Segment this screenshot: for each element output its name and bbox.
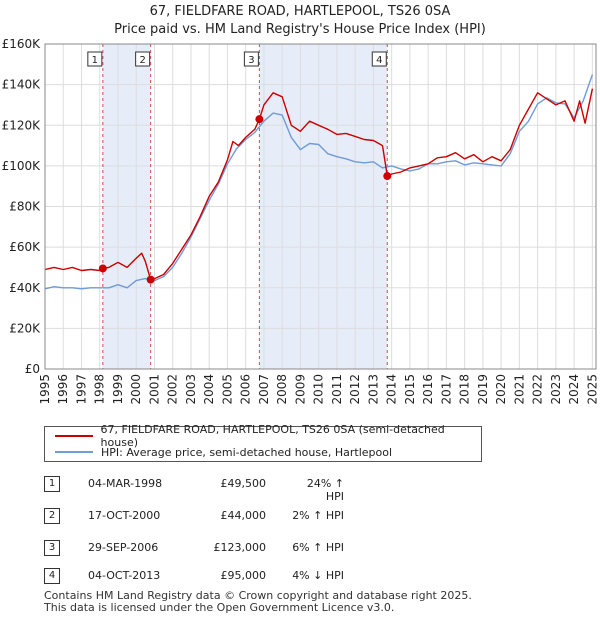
x-tick-label: 2000 <box>129 374 143 405</box>
x-tick-label: 2015 <box>403 374 417 405</box>
y-tick-label: £140K <box>2 78 42 92</box>
x-tick-label: 2024 <box>567 374 581 405</box>
legend-swatch-hpi <box>55 451 93 453</box>
transaction-date: 04-OCT-2013 <box>88 569 161 582</box>
sale-label: 2 <box>139 55 145 66</box>
sale-label-box <box>87 51 103 67</box>
transaction-date: 17-OCT-2000 <box>88 509 161 522</box>
y-tick-label: £100K <box>2 159 42 173</box>
y-tick-label: £40K <box>9 281 41 295</box>
transaction-price: £49,500 <box>220 477 267 490</box>
sale-label-box <box>135 51 151 67</box>
transaction-price: £123,000 <box>213 541 267 554</box>
x-tick-label: 1999 <box>111 374 125 405</box>
x-tick-label: 1997 <box>74 374 88 405</box>
x-tick-label: 2022 <box>531 374 545 405</box>
price-chart: £0 £20K £40K £60K £80K £100K £120K £140K £160K 19… <box>2 37 600 405</box>
x-tick-label: 1995 <box>38 374 52 405</box>
legend-item-property: 67, FIELDFARE ROAD, HARTLEPOOL, TS26 0SA… <box>55 423 481 449</box>
y-tick-label: £160K <box>2 37 42 51</box>
sale-label: 3 <box>248 55 254 66</box>
x-tick-label: 2021 <box>512 374 526 405</box>
transaction-price: £44,000 <box>220 509 267 522</box>
x-tick-label: 2011 <box>330 374 344 405</box>
series-line-property <box>44 88 594 281</box>
x-tick-label: 2020 <box>494 374 508 405</box>
series-line-hpi <box>44 74 594 290</box>
transaction-price: £95,000 <box>220 569 267 582</box>
transaction-row: 4 04-OCT-2013 £95,000 4% ↓ HPI <box>44 566 384 588</box>
transaction-row: 2 17-OCT-2000 £44,000 2% ↑ HPI <box>44 506 384 528</box>
x-tick-label: 2001 <box>147 374 161 405</box>
chart-subtitle: Price paid vs. HM Land Registry's House … <box>114 22 486 37</box>
x-tick-label: 2010 <box>312 374 326 405</box>
y-tick-label: £20K <box>9 321 41 335</box>
legend: 67, FIELDFARE ROAD, HARTLEPOOL, TS26 0SA… <box>44 423 482 462</box>
y-tick-label: £80K <box>9 200 41 214</box>
sale-point <box>146 275 155 284</box>
x-tick-label: 2014 <box>385 374 399 405</box>
x-tick-label: 1998 <box>93 374 107 405</box>
transaction-row: 1 04-MAR-1998 £49,500 24% ↑ HPI <box>44 474 384 503</box>
legend-item-hpi: HPI: Average price, semi-detached house,… <box>55 444 392 460</box>
transaction-row: 3 29-SEP-2006 £123,000 6% ↑ HPI <box>44 538 384 560</box>
transaction-number: 1 <box>44 476 60 492</box>
transaction-hpi-diff: 4% ↓ HPI <box>292 569 344 582</box>
x-tick-label: 2019 <box>476 374 490 405</box>
x-tick-label: 2004 <box>202 374 216 405</box>
plot-frame <box>44 43 597 370</box>
transaction-hpi-diff: 2% ↑ HPI <box>292 509 344 522</box>
sale-label-box <box>371 51 387 67</box>
x-tick-label: 2009 <box>293 374 307 405</box>
sale-point <box>98 264 107 273</box>
legend-label-property: 67, FIELDFARE ROAD, HARTLEPOOL, TS26 0SA… <box>100 423 445 449</box>
x-tick-label: 2003 <box>184 374 198 405</box>
x-tick-label: 2002 <box>166 374 180 405</box>
transaction-hpi-diff: 24% ↑ HPI <box>306 477 344 503</box>
x-tick-label: 2016 <box>421 374 435 405</box>
sale-label: 1 <box>92 55 98 66</box>
sale-label: 4 <box>376 55 382 66</box>
y-tick-label: £0 <box>25 362 40 376</box>
sale-point <box>383 172 392 181</box>
legend-label-hpi: HPI: Average price, semi-detached house,… <box>101 445 393 459</box>
x-tick-label: 2018 <box>458 374 472 405</box>
x-tick-label: 2008 <box>275 374 289 405</box>
sale-label-box <box>243 51 259 67</box>
transaction-hpi-diff: 6% ↑ HPI <box>292 541 344 554</box>
x-tick-label: 2007 <box>257 374 271 405</box>
legend-swatch-property <box>55 435 93 437</box>
x-tick-label: 2005 <box>220 374 234 405</box>
x-tick-label: 2025 <box>585 374 599 405</box>
x-tick-label: 2006 <box>239 374 253 405</box>
sale-point <box>255 115 264 124</box>
x-tick-label: 2023 <box>549 374 563 405</box>
x-tick-label: 1996 <box>56 374 70 405</box>
y-tick-label: £120K <box>2 118 42 132</box>
x-tick-label: 2017 <box>439 374 453 405</box>
chart-title: 67, FIELDFARE ROAD, HARTLEPOOL, TS26 0SA <box>149 4 451 19</box>
footer-copyright: Contains HM Land Registry data © Crown c… <box>44 589 472 602</box>
transaction-number: 4 <box>44 568 60 584</box>
transaction-number: 3 <box>44 540 60 556</box>
transaction-number: 2 <box>44 508 60 524</box>
transaction-date: 29-SEP-2006 <box>88 541 159 554</box>
x-tick-label: 2013 <box>366 374 380 405</box>
x-tick-label: 2012 <box>348 374 362 405</box>
footer-licence: This data is licensed under the Open Gov… <box>44 601 395 614</box>
transaction-date: 04-MAR-1998 <box>88 477 163 490</box>
y-tick-label: £60K <box>9 240 41 254</box>
